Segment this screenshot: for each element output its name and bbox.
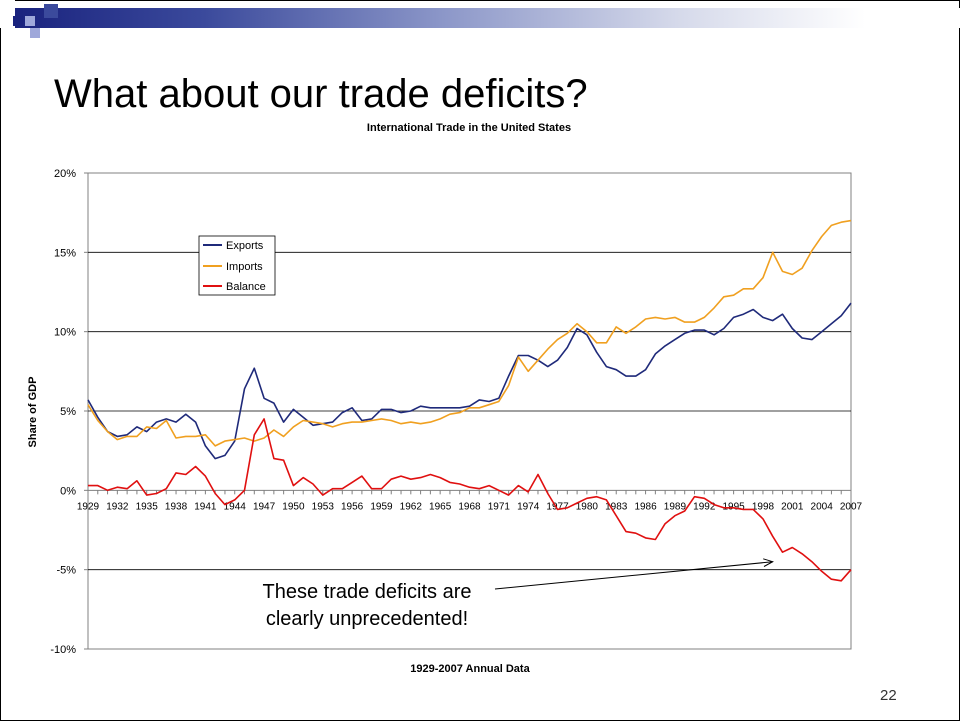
x-tick-label: 1944 bbox=[224, 501, 247, 512]
y-tick-label: -5% bbox=[56, 565, 76, 577]
x-axis-label: 1929-2007 Annual Data bbox=[410, 663, 530, 675]
series-line-imports bbox=[87, 219, 852, 447]
x-tick-label: 1965 bbox=[429, 501, 452, 512]
corner-square-decoration bbox=[0, 0, 15, 28]
x-tick-label: 1974 bbox=[517, 501, 540, 512]
corner-square-decoration bbox=[44, 4, 58, 18]
x-tick-label: 1977 bbox=[546, 501, 569, 512]
x-tick-label: 1929 bbox=[77, 501, 100, 512]
x-tick-label: 1986 bbox=[634, 501, 657, 512]
y-axis-label: Share of GDP bbox=[27, 377, 39, 448]
series-line-balance bbox=[88, 418, 852, 582]
annotation-line-2: clearly unprecedented! bbox=[266, 608, 468, 630]
page-title: What about our trade deficits? bbox=[54, 72, 588, 116]
header-gradient-bar bbox=[15, 8, 960, 28]
annotation-arrow bbox=[494, 561, 773, 590]
y-tick-label: 10% bbox=[54, 327, 76, 339]
y-tick-label: 0% bbox=[60, 485, 76, 497]
x-tick-label: 1932 bbox=[106, 501, 129, 512]
x-tick-label: 1989 bbox=[664, 501, 687, 512]
corner-square-decoration bbox=[25, 16, 35, 26]
x-tick-label: 2007 bbox=[840, 501, 863, 512]
x-tick-label: 1995 bbox=[722, 501, 745, 512]
x-tick-label: 1956 bbox=[341, 501, 364, 512]
x-tick-label: 1953 bbox=[312, 501, 335, 512]
legend-label-imports: Imports bbox=[226, 261, 263, 273]
slide-number: 22 bbox=[880, 687, 897, 704]
y-tick-label: 5% bbox=[60, 406, 76, 418]
legend-label-exports: Exports bbox=[226, 240, 264, 252]
corner-square-decoration bbox=[13, 16, 23, 26]
x-tick-label: 2001 bbox=[781, 501, 804, 512]
annotation-line-1: These trade deficits are bbox=[263, 581, 472, 603]
x-tick-label: 2004 bbox=[811, 501, 834, 512]
x-tick-label: 1950 bbox=[282, 501, 305, 512]
x-tick-label: 1971 bbox=[488, 501, 511, 512]
x-tick-label: 1983 bbox=[605, 501, 628, 512]
legend-label-balance: Balance bbox=[226, 281, 266, 293]
annotation-arrowhead bbox=[763, 558, 774, 567]
x-tick-label: 1947 bbox=[253, 501, 276, 512]
x-tick-label: 1938 bbox=[165, 501, 188, 512]
x-tick-label: 1959 bbox=[370, 501, 393, 512]
annotation: These trade deficits are clearly unprece… bbox=[263, 558, 774, 630]
legend: Exports Imports Balance bbox=[198, 235, 276, 296]
x-tick-label: 1992 bbox=[693, 501, 716, 512]
x-tick-label: 1998 bbox=[752, 501, 775, 512]
series-line-exports bbox=[87, 302, 852, 460]
chart-title: International Trade in the United States bbox=[367, 122, 571, 134]
x-tick-label: 1968 bbox=[458, 501, 481, 512]
y-tick-label: 20% bbox=[54, 168, 76, 180]
x-tick-label: 1962 bbox=[400, 501, 423, 512]
x-tick-label: 1941 bbox=[194, 501, 217, 512]
x-tick-label: 1935 bbox=[136, 501, 159, 512]
corner-square-decoration bbox=[30, 28, 40, 38]
x-tick-label: 1980 bbox=[576, 501, 599, 512]
y-tick-label: 15% bbox=[54, 247, 76, 259]
y-tick-label: -10% bbox=[50, 644, 76, 656]
